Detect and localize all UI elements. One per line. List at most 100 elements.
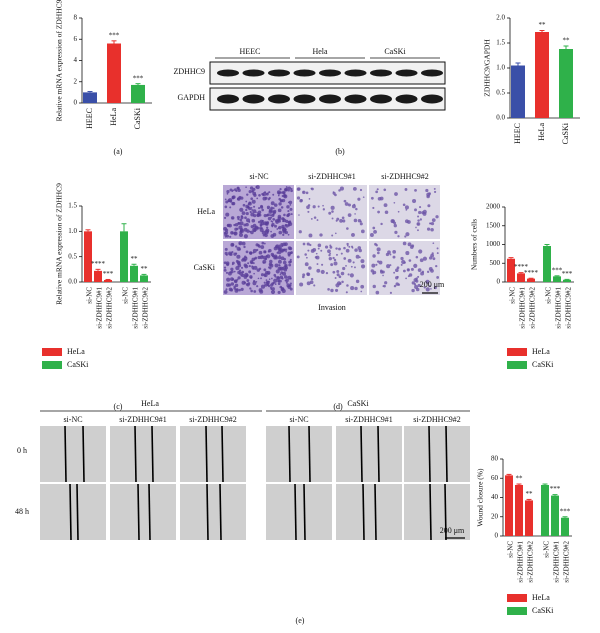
wound-images: HeLa CaSKi 0 h 48 h si-NC si-ZDHHC9#1 si-Z… bbox=[15, 399, 470, 541]
cell bbox=[376, 251, 380, 255]
scale-label: 200 μm bbox=[420, 280, 445, 289]
cell bbox=[372, 206, 375, 210]
cell bbox=[312, 205, 316, 209]
band-label: GAPDH bbox=[177, 93, 205, 102]
cell bbox=[426, 227, 431, 231]
micrograph bbox=[369, 241, 440, 295]
cell bbox=[285, 250, 287, 253]
cell bbox=[405, 209, 408, 211]
cell bbox=[252, 223, 257, 228]
cell bbox=[376, 247, 381, 252]
cell bbox=[378, 260, 383, 265]
cell bbox=[258, 267, 262, 271]
wound-image bbox=[266, 426, 332, 482]
cell bbox=[333, 258, 337, 262]
cell bbox=[290, 213, 293, 216]
cell bbox=[268, 262, 273, 267]
cell bbox=[276, 276, 281, 281]
cell bbox=[233, 223, 236, 227]
band bbox=[319, 94, 341, 104]
cell bbox=[275, 244, 280, 248]
cell bbox=[280, 286, 283, 289]
cell bbox=[306, 281, 311, 286]
cell bbox=[272, 281, 275, 285]
bar bbox=[527, 278, 535, 282]
cell bbox=[314, 255, 318, 259]
cell bbox=[280, 271, 284, 275]
cell bbox=[245, 211, 249, 216]
cell bbox=[320, 269, 325, 274]
cell bbox=[404, 235, 407, 238]
cell bbox=[259, 255, 264, 260]
cell bbox=[274, 275, 277, 278]
cell bbox=[370, 196, 374, 200]
column-label: si-NC bbox=[63, 415, 82, 424]
wound-edge bbox=[64, 425, 67, 483]
cell bbox=[239, 218, 243, 222]
cell bbox=[259, 228, 264, 233]
cell bbox=[402, 269, 406, 273]
wound-image bbox=[336, 484, 402, 540]
cell bbox=[289, 207, 293, 211]
cell bbox=[426, 270, 430, 274]
cell bbox=[281, 226, 285, 229]
cell bbox=[279, 199, 284, 203]
cell bbox=[393, 271, 396, 274]
cell bbox=[415, 255, 419, 259]
y-axis-label: Relative mRNA expression of ZDHHC9 bbox=[55, 0, 64, 121]
x-tick-label: si-NC bbox=[86, 287, 94, 304]
legend-label: CaSKi bbox=[532, 606, 554, 615]
cell bbox=[262, 234, 266, 237]
wound-edge bbox=[444, 483, 447, 541]
cell bbox=[237, 276, 241, 280]
cell bbox=[428, 285, 431, 288]
cell bbox=[238, 269, 242, 272]
cell bbox=[256, 197, 259, 200]
cell bbox=[349, 273, 354, 278]
cell bbox=[250, 289, 253, 293]
cell bbox=[269, 259, 273, 264]
cell bbox=[234, 222, 239, 227]
cell bbox=[248, 201, 252, 205]
significance: ** bbox=[131, 255, 139, 263]
wound-edge bbox=[303, 483, 306, 541]
cell bbox=[384, 210, 389, 215]
cell bbox=[272, 193, 275, 196]
cell bbox=[253, 290, 257, 293]
cell bbox=[290, 251, 293, 254]
cell bbox=[230, 216, 235, 220]
y-tick-label: 1500 bbox=[486, 221, 501, 229]
wound-edge bbox=[428, 425, 431, 483]
cell bbox=[412, 199, 417, 204]
cell bbox=[272, 217, 276, 221]
cell bbox=[240, 229, 244, 234]
cell bbox=[224, 228, 229, 232]
cell bbox=[393, 224, 397, 228]
cell bbox=[252, 262, 255, 265]
y-tick-label: 0 bbox=[497, 278, 501, 286]
cell bbox=[242, 203, 246, 207]
lane-label: CaSKi bbox=[384, 47, 406, 56]
cell bbox=[332, 270, 336, 274]
cell bbox=[243, 275, 248, 279]
cell bbox=[286, 205, 290, 209]
cell bbox=[334, 288, 339, 292]
cell bbox=[304, 253, 307, 256]
cell bbox=[302, 191, 305, 193]
cell bbox=[271, 213, 275, 218]
bar bbox=[120, 231, 128, 282]
cell bbox=[223, 290, 228, 294]
x-tick-label: si-ZDHHC9#1 bbox=[519, 287, 527, 329]
cell bbox=[407, 242, 412, 247]
cell bbox=[311, 187, 314, 191]
bar bbox=[563, 279, 571, 282]
cell bbox=[336, 269, 340, 273]
cell bbox=[228, 223, 232, 228]
cell bbox=[285, 281, 288, 284]
bar bbox=[551, 495, 559, 536]
significance: **** bbox=[514, 263, 529, 271]
wound-edge bbox=[206, 483, 209, 541]
cell bbox=[229, 206, 232, 209]
legend-label: CaSKi bbox=[67, 360, 89, 369]
cell bbox=[248, 270, 252, 274]
